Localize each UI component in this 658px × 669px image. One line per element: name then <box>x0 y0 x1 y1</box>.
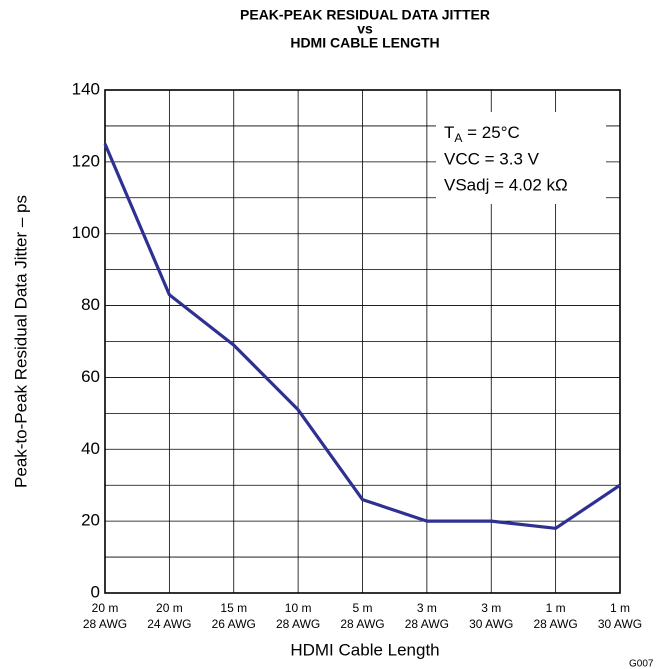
x-tick-label: 30 AWG <box>598 617 642 631</box>
y-tick-label: 100 <box>72 223 100 242</box>
x-tick-label: 3 m <box>417 601 437 615</box>
x-tick-label: 28 AWG <box>340 617 384 631</box>
y-tick-label: 60 <box>81 367 100 386</box>
x-tick-label: 28 AWG <box>534 617 578 631</box>
x-tick-label: 28 AWG <box>276 617 320 631</box>
x-tick-label: 10 m <box>285 601 312 615</box>
x-tick-label: 20 m <box>92 601 119 615</box>
y-tick-label: 140 <box>72 79 100 98</box>
x-tick-label: 1 m <box>610 601 630 615</box>
x-tick-label: 26 AWG <box>212 617 256 631</box>
annotation-part: T <box>444 123 454 142</box>
figure-id: G007 <box>629 659 654 669</box>
annotation-box <box>436 112 606 204</box>
annotation: VSadj = 4.02 kΩ <box>444 175 568 194</box>
y-tick-label: 0 <box>91 582 100 601</box>
x-tick-label: 1 m <box>546 601 566 615</box>
y-tick-label: 40 <box>81 439 100 458</box>
chart-title: PEAK-PEAK RESIDUAL DATA JITTER <box>240 7 490 23</box>
data-line <box>103 143 621 530</box>
plot-frame <box>104 89 621 594</box>
x-tick-label: 30 AWG <box>469 617 513 631</box>
annotation: VCC = 3.3 V <box>444 149 540 168</box>
annotation-sub: A <box>454 131 462 145</box>
x-tick-label: 28 AWG <box>405 617 449 631</box>
x-tick-label: 20 m <box>156 601 183 615</box>
x-tick-label: 3 m <box>481 601 501 615</box>
y-axis-label: Peak-to-Peak Residual Data Jitter – ps <box>11 195 30 488</box>
chart-title: vs <box>357 21 373 37</box>
x-tick-label: 28 AWG <box>83 617 127 631</box>
x-tick-label: 24 AWG <box>147 617 191 631</box>
annotation: TA = 25°C <box>444 123 520 145</box>
x-axis-label: HDMI Cable Length <box>290 640 439 659</box>
x-tick-label: 5 m <box>352 601 372 615</box>
x-tick-label: 15 m <box>220 601 247 615</box>
y-tick-label: 120 <box>72 151 100 170</box>
chart-title: HDMI CABLE LENGTH <box>290 35 439 51</box>
y-tick-label: 80 <box>81 295 100 314</box>
y-tick-label: 20 <box>81 511 100 530</box>
annotation-part: = 25°C <box>462 123 519 142</box>
